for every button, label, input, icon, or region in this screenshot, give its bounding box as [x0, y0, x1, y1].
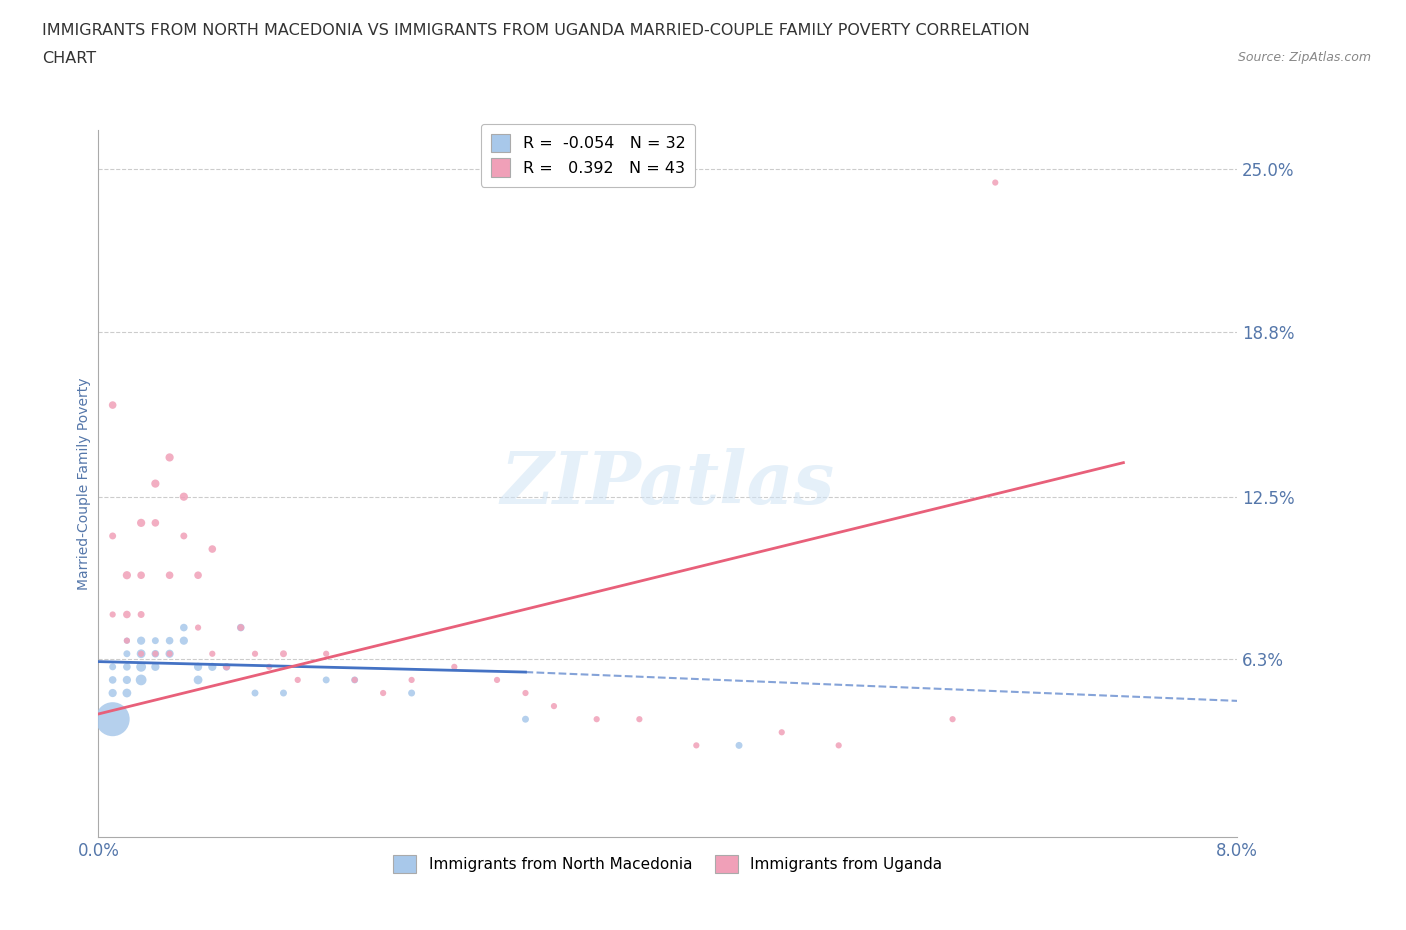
Point	[685, 737, 707, 752]
Point	[115, 646, 138, 661]
Point	[515, 711, 537, 726]
Text: CHART: CHART	[42, 51, 96, 66]
Point	[115, 633, 138, 648]
Point	[101, 711, 124, 726]
Point	[115, 607, 138, 622]
Point	[159, 568, 181, 583]
Point	[159, 450, 181, 465]
Point	[159, 646, 181, 661]
Point	[187, 672, 209, 687]
Point	[115, 568, 138, 583]
Point	[486, 672, 509, 687]
Point	[129, 672, 152, 687]
Point	[287, 672, 309, 687]
Point	[229, 620, 252, 635]
Point	[129, 515, 152, 530]
Point	[115, 633, 138, 648]
Point	[101, 685, 124, 700]
Point	[585, 711, 607, 726]
Point	[371, 685, 394, 700]
Point	[145, 633, 167, 648]
Point	[101, 672, 124, 687]
Point	[770, 724, 793, 739]
Point	[273, 646, 295, 661]
Point	[201, 646, 224, 661]
Point	[343, 672, 366, 687]
Point	[273, 685, 295, 700]
Point	[145, 515, 167, 530]
Point	[728, 737, 751, 752]
Point	[173, 620, 195, 635]
Point	[343, 672, 366, 687]
Point	[129, 607, 152, 622]
Point	[628, 711, 651, 726]
Y-axis label: Married-Couple Family Poverty: Married-Couple Family Poverty	[77, 378, 91, 590]
Point	[201, 659, 224, 674]
Point	[543, 698, 565, 713]
Point	[201, 541, 224, 556]
Point	[942, 711, 965, 726]
Point	[259, 659, 281, 674]
Point	[101, 659, 124, 674]
Point	[401, 672, 423, 687]
Point	[115, 659, 138, 674]
Point	[315, 672, 337, 687]
Point	[129, 633, 152, 648]
Point	[984, 175, 1007, 190]
Point	[828, 737, 851, 752]
Point	[243, 646, 266, 661]
Point	[401, 685, 423, 700]
Point	[173, 633, 195, 648]
Point	[145, 476, 167, 491]
Point	[315, 646, 337, 661]
Point	[129, 568, 152, 583]
Point	[159, 633, 181, 648]
Point	[215, 659, 238, 674]
Point	[101, 607, 124, 622]
Point	[215, 659, 238, 674]
Point	[129, 646, 152, 661]
Point	[187, 568, 209, 583]
Point	[187, 620, 209, 635]
Point	[173, 528, 195, 543]
Text: IMMIGRANTS FROM NORTH MACEDONIA VS IMMIGRANTS FROM UGANDA MARRIED-COUPLE FAMILY : IMMIGRANTS FROM NORTH MACEDONIA VS IMMIG…	[42, 23, 1031, 38]
Text: ZIPatlas: ZIPatlas	[501, 448, 835, 519]
Point	[187, 659, 209, 674]
Point	[115, 685, 138, 700]
Point	[145, 646, 167, 661]
Point	[173, 489, 195, 504]
Point	[515, 685, 537, 700]
Legend: Immigrants from North Macedonia, Immigrants from Uganda: Immigrants from North Macedonia, Immigra…	[387, 849, 949, 879]
Point	[115, 672, 138, 687]
Point	[101, 528, 124, 543]
Point	[145, 659, 167, 674]
Point	[129, 659, 152, 674]
Point	[145, 646, 167, 661]
Point	[243, 685, 266, 700]
Point	[229, 620, 252, 635]
Text: Source: ZipAtlas.com: Source: ZipAtlas.com	[1237, 51, 1371, 64]
Point	[159, 646, 181, 661]
Point	[443, 659, 465, 674]
Point	[101, 398, 124, 413]
Point	[129, 646, 152, 661]
